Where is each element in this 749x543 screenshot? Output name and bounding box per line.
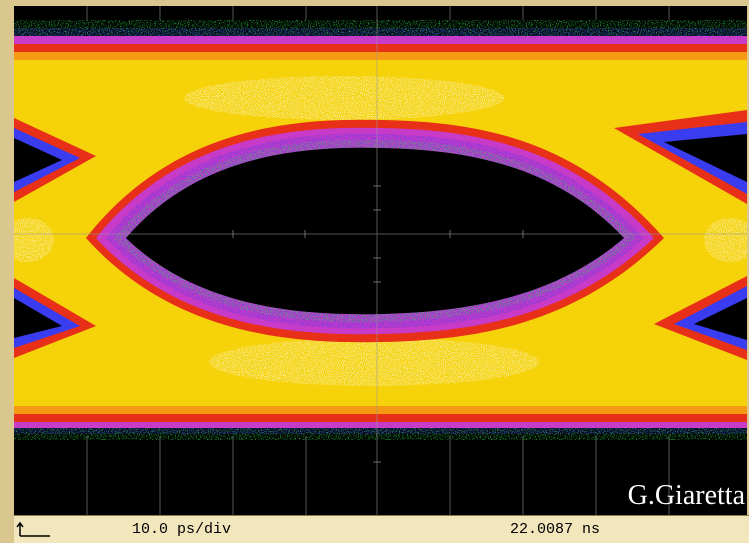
trigger-marker-icon [16,521,50,537]
lower-rail-peak [209,338,539,386]
right-crossing-wedges [614,110,747,360]
timebase-readout: 10.0 ps/div [132,521,232,538]
author-watermark: G.Giaretta [627,480,745,511]
left-crossing-wedges [14,118,96,358]
graticule [14,6,747,515]
status-bar: 10.0 ps/div 22.0087 ns [14,515,749,543]
upper-rail-peak [184,76,504,120]
eye-diagram [14,6,747,515]
time-position-readout: 22.0087 ns [510,521,601,538]
graticule-center-ticks [232,185,524,463]
scope-display: G.Giaretta [14,6,747,515]
crossing-peak-left [14,218,54,262]
crossing-peak-right [704,218,747,262]
eye-opening [86,119,664,343]
